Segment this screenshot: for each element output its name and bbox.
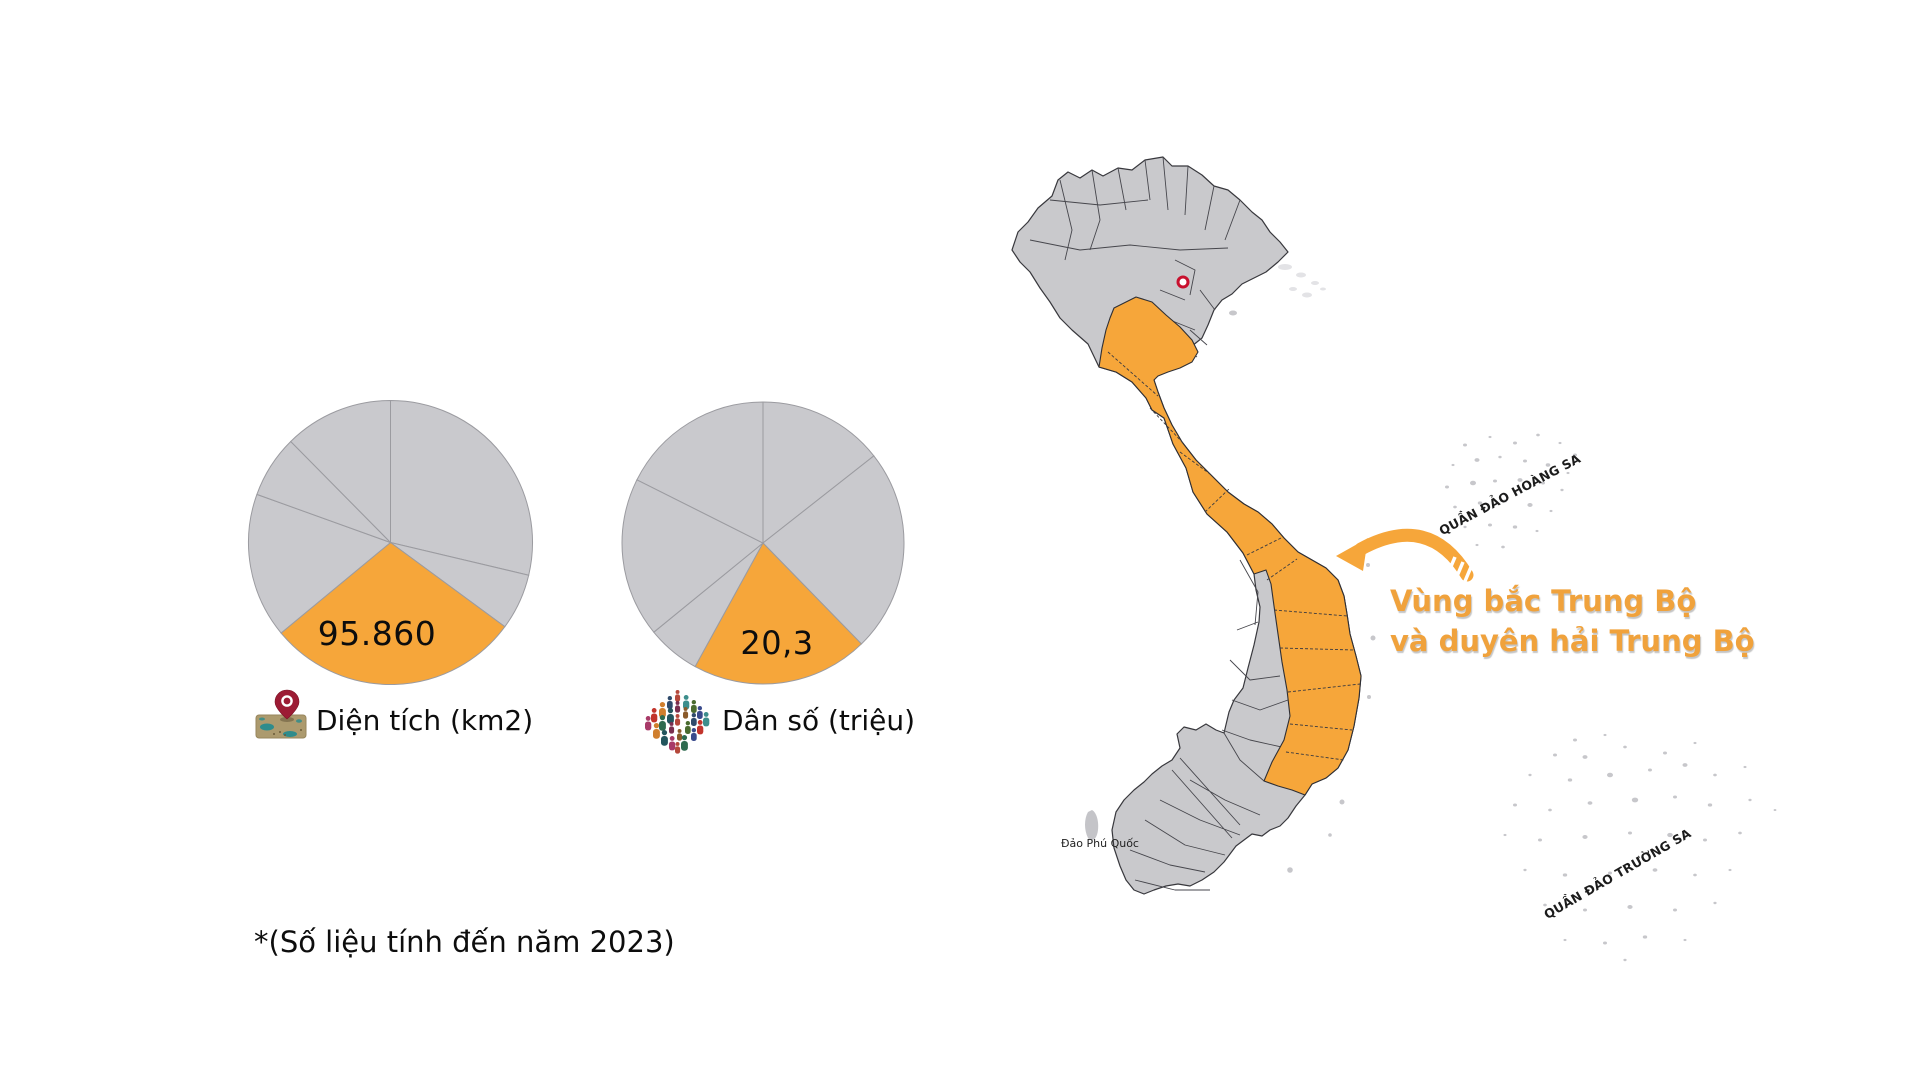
pie-slice-highlighted — [280, 541, 506, 685]
halong-islets — [1278, 264, 1326, 298]
province-boundaries — [1029, 156, 1289, 891]
highlight-province-boundaries — [1107, 351, 1361, 761]
phu-quoc-island — [1085, 810, 1099, 841]
pie-slice — [762, 455, 905, 645]
capital-marker — [1176, 275, 1190, 289]
area-pie-chart — [247, 399, 533, 685]
pie-slice-highlighted — [694, 542, 863, 685]
pie-slice — [762, 401, 875, 545]
data-year-footnote: *(Số liệu tính đến năm 2023) — [254, 925, 675, 959]
region-callout-line2: và duyên hải Trung Bộ — [1390, 624, 1755, 658]
callout-arrow — [1336, 528, 1474, 594]
pie-slice — [290, 399, 391, 544]
population-figure-label: Dân số (triệu) — [722, 704, 916, 737]
phu-quoc-label: Đảo Phú Quốc — [1061, 837, 1139, 850]
hoang-sa-islands — [1445, 433, 1577, 549]
area-figure-label: Diện tích (km2) — [316, 704, 534, 737]
pie-slice — [636, 401, 764, 544]
population-pie-value: 20,3 — [740, 624, 814, 662]
highlighted-region-bac-trung-bo — [1098, 296, 1362, 796]
area-pie-value: 95.860 — [317, 614, 437, 653]
truong-sa-islands — [1503, 733, 1777, 962]
vietnam-map — [1011, 156, 1777, 962]
population-pie-chart — [621, 401, 905, 685]
region-callout-text: Vùng bắc Trung Bộ và duyên hải Trung Bộ — [1390, 581, 1755, 661]
pie-slice — [247, 493, 392, 634]
people-crowd-icon — [645, 690, 710, 754]
region-callout-line1: Vùng bắc Trung Bộ — [1390, 584, 1697, 618]
map-location-pin-icon — [255, 689, 307, 739]
pie-slice — [390, 399, 533, 576]
pie-slice — [621, 479, 764, 633]
coastal-islands — [1229, 310, 1376, 873]
